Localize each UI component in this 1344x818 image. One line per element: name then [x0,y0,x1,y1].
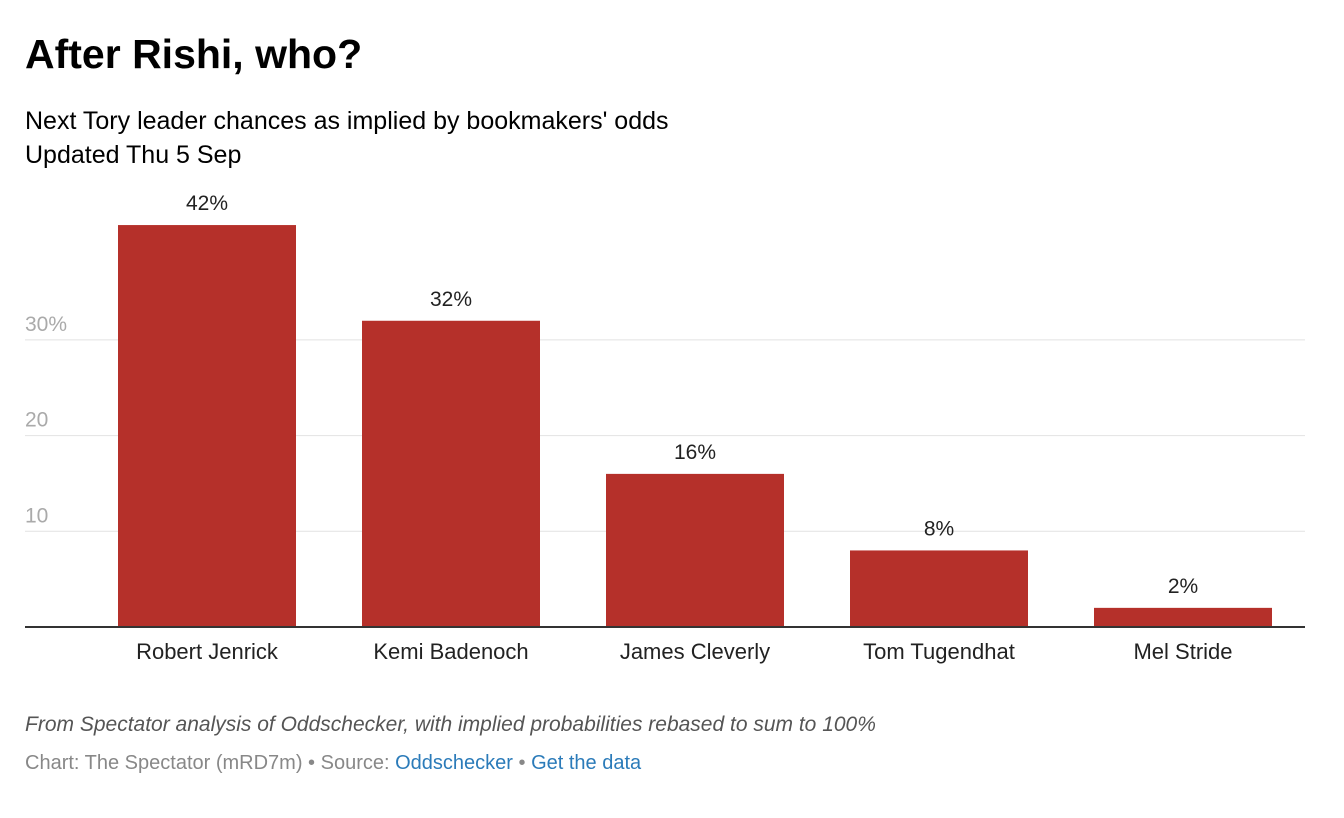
credit-text: Chart: The Spectator (mRD7m) [25,752,303,774]
category-label: Mel Stride [1133,639,1232,664]
source-prefix: Source: [320,752,396,774]
bar-value-label: 8% [924,517,954,540]
bar-chart: 10 20 30% 42% Robert Jenrick 32% Kemi Badenoch… [25,192,1305,664]
bar[interactable] [606,473,784,627]
category-label: James Cleverly [620,639,770,664]
bar-value-label: 32% [430,288,472,311]
category-label: Tom Tugendhat [863,639,1015,664]
bar[interactable] [850,550,1028,627]
category-label: Robert Jenrick [136,639,279,664]
y-tick-label: 20 [25,409,48,432]
bar-value-label: 2% [1168,575,1198,598]
credit-separator: • [302,752,321,774]
y-tick-label: 30% [25,313,67,336]
bar[interactable] [118,225,296,627]
bar-value-label: 16% [674,441,716,464]
chart-title: After Rishi, who? [25,31,363,77]
bar[interactable] [362,320,540,627]
chart-subtitle: Next Tory leader chances as implied by b… [25,104,669,172]
chart-credits: Chart: The Spectator (mRD7m) • Source: O… [25,752,641,775]
category-label: Kemi Badenoch [373,639,528,664]
source-link[interactable]: Oddschecker [395,752,513,774]
data-separator: • [512,752,532,774]
bar[interactable] [1094,607,1272,627]
chart-notes: From Spectator analysis of Oddschecker, … [25,713,876,736]
bar-value-label: 42% [186,192,228,215]
y-tick-label: 10 [25,504,48,527]
get-the-data-link[interactable]: Get the data [531,752,642,774]
subtitle-description: Next Tory leader chances as implied by b… [25,107,669,135]
subtitle-updated-date: Updated Thu 5 Sep [25,141,242,169]
